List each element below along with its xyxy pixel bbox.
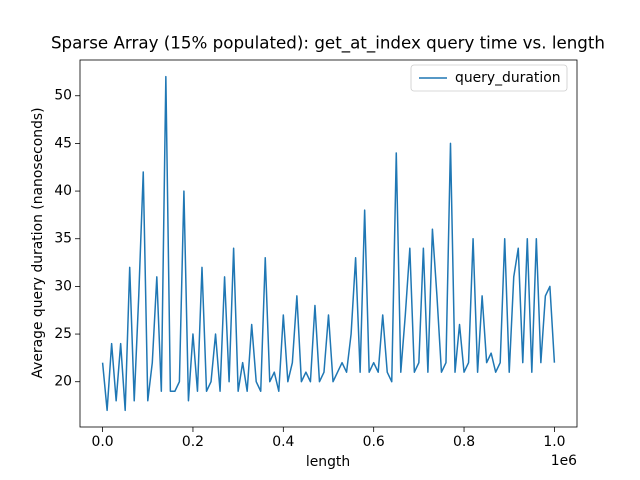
y-tick-label: 50 [54, 88, 72, 104]
x-tick-label: 0.4 [272, 434, 294, 450]
x-tick-label: 0.6 [363, 434, 385, 450]
x-axis-label: length [306, 454, 350, 470]
y-tick-label: 35 [54, 231, 72, 247]
x-tick-label: 1.0 [543, 434, 565, 450]
chart-title: Sparse Array (15% populated): get_at_ind… [51, 33, 605, 54]
x-offset-label: 1e6 [551, 453, 577, 469]
x-tick-label: 0.8 [453, 434, 475, 450]
y-tick-label: 40 [54, 183, 72, 199]
y-tick-label: 30 [54, 278, 72, 294]
y-tick-label: 20 [54, 374, 72, 390]
y-axis-label: Average query duration (nanoseconds) [30, 107, 46, 378]
legend-box [410, 64, 568, 92]
legend-label: query_duration [455, 70, 561, 86]
y-tick-label: 25 [54, 326, 72, 342]
x-tick-label: 0.2 [182, 434, 204, 450]
y-tick-label: 45 [54, 135, 72, 151]
x-tick-label: 0.0 [92, 434, 114, 450]
data-line [101, 75, 556, 412]
plot-frame [79, 59, 578, 428]
